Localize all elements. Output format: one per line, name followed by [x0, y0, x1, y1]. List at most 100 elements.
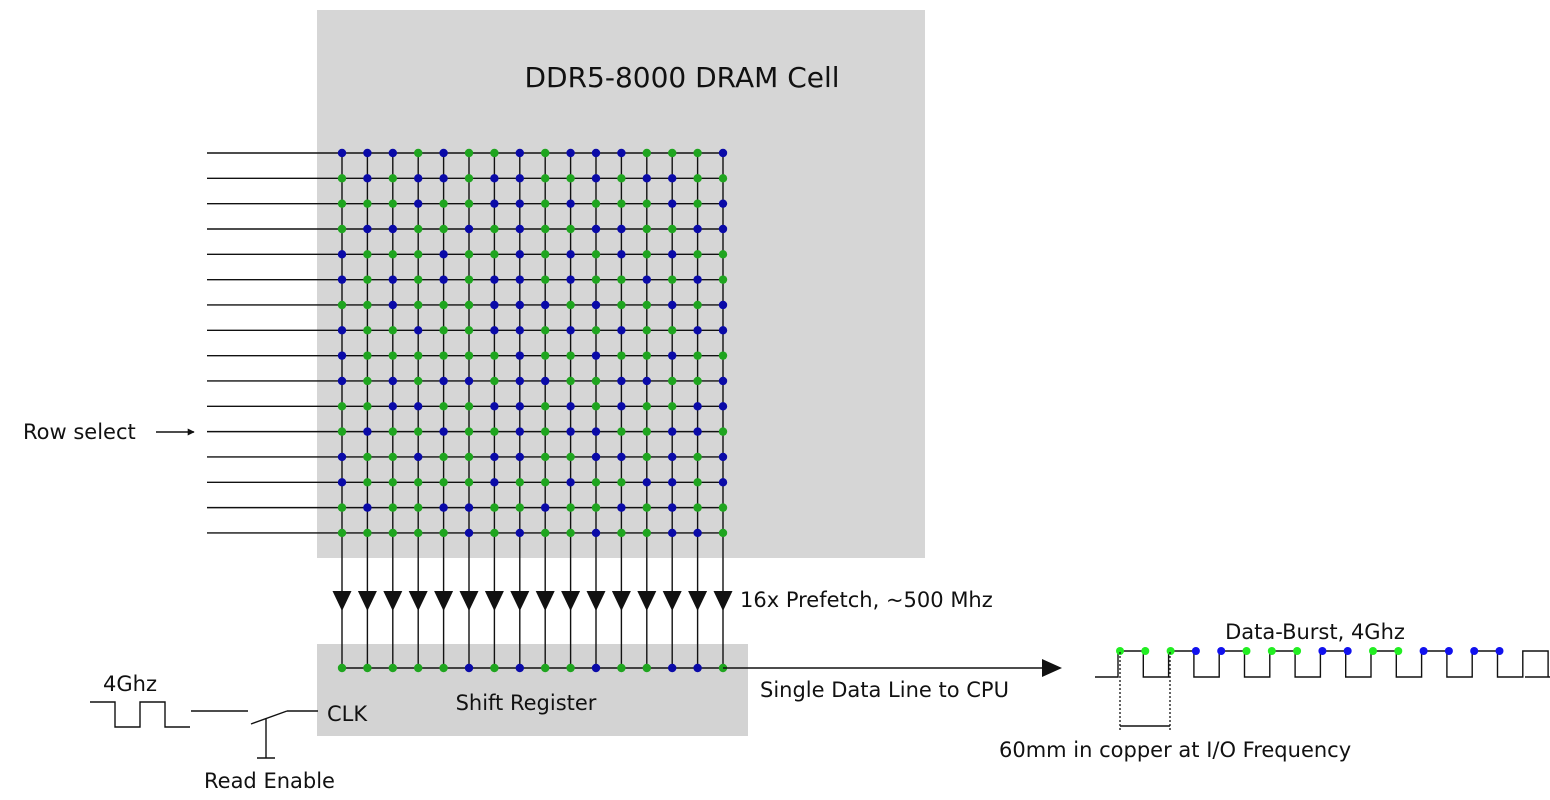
memory-cell: [464, 528, 474, 538]
memory-cell: [591, 199, 601, 208]
burst-bit: [1470, 647, 1479, 655]
prefetch-arrow: [662, 591, 682, 611]
memory-cell: [718, 351, 728, 360]
memory-cell: [566, 224, 575, 234]
memory-cell: [541, 224, 550, 234]
shift-register-bit: [515, 663, 524, 673]
prefetch-arrow: [535, 591, 555, 611]
memory-cell: [439, 376, 448, 386]
memory-cell: [591, 376, 601, 386]
prefetch-arrow: [383, 591, 403, 611]
memory-cell: [414, 275, 423, 284]
clk-label: CLK: [327, 702, 368, 726]
memory-cell: [591, 300, 601, 310]
memory-cell: [693, 478, 702, 487]
memory-cell: [693, 402, 702, 411]
memory-cell: [591, 174, 601, 183]
memory-cell: [642, 351, 651, 360]
memory-cell: [388, 224, 397, 234]
burst-bit: [1242, 647, 1251, 655]
memory-cell: [464, 376, 474, 386]
memory-cell: [515, 478, 524, 487]
memory-cell: [363, 250, 372, 259]
memory-cell: [591, 452, 601, 462]
burst-bit: [1369, 647, 1377, 655]
memory-cell: [515, 275, 524, 284]
memory-cell: [388, 275, 397, 284]
memory-cell: [388, 199, 397, 208]
burst-bit: [1293, 647, 1302, 655]
memory-cell: [515, 224, 524, 234]
memory-cell: [693, 452, 702, 462]
memory-cell: [617, 174, 626, 183]
memory-cell: [541, 478, 550, 487]
memory-cell: [566, 174, 575, 183]
memory-cell: [414, 300, 423, 310]
memory-cell: [388, 250, 397, 259]
memory-cell: [617, 199, 626, 208]
memory-cell: [515, 174, 524, 183]
memory-cell: [464, 427, 474, 436]
burst-bit: [1166, 647, 1175, 655]
memory-cell: [566, 528, 575, 538]
memory-cell: [591, 275, 601, 284]
memory-cell: [693, 427, 702, 436]
memory-cell: [668, 376, 677, 386]
burst-bit: [1444, 647, 1453, 655]
shift-register-bit: [566, 663, 575, 673]
burst-bit: [1318, 647, 1327, 655]
memory-cell: [718, 478, 728, 487]
memory-cell: [388, 376, 397, 386]
memory-cell: [617, 528, 626, 538]
memory-cell: [439, 351, 448, 360]
memory-cell: [439, 148, 448, 158]
memory-cell: [490, 503, 499, 512]
memory-cell: [566, 326, 575, 335]
memory-cell: [718, 300, 728, 310]
memory-cell: [617, 452, 626, 462]
memory-cell: [617, 275, 626, 284]
memory-cell: [617, 224, 626, 234]
memory-cell: [718, 452, 728, 462]
memory-cell: [490, 199, 499, 208]
memory-cell: [591, 148, 601, 158]
memory-cell: [490, 275, 499, 284]
burst-bit: [1419, 647, 1428, 655]
prefetch-arrow: [510, 591, 530, 611]
memory-cell: [591, 351, 601, 360]
memory-cell: [541, 250, 550, 259]
shift-register-bit: [388, 663, 397, 673]
memory-cell: [414, 503, 423, 512]
memory-cell: [439, 478, 448, 487]
memory-cell: [642, 326, 651, 335]
memory-cell: [541, 174, 550, 183]
memory-cell: [718, 528, 728, 538]
memory-cell: [414, 224, 423, 234]
memory-cell: [363, 199, 372, 208]
memory-cell: [515, 148, 524, 158]
burst-bit: [1217, 647, 1226, 655]
memory-cell: [566, 275, 575, 284]
memory-cell: [363, 402, 372, 411]
memory-cell: [337, 503, 347, 512]
memory-cell: [388, 478, 397, 487]
memory-cell: [668, 250, 677, 259]
memory-cell: [591, 224, 601, 234]
memory-cell: [642, 402, 651, 411]
memory-cell: [668, 427, 677, 436]
prefetch-label: 16x Prefetch, ~500 Mhz: [740, 588, 993, 612]
memory-cell: [515, 250, 524, 259]
memory-cell: [490, 224, 499, 234]
memory-cell: [642, 148, 651, 158]
shift-register-bit: [439, 663, 448, 673]
memory-cell: [464, 250, 474, 259]
memory-cell: [464, 326, 474, 335]
burst-bit: [1394, 647, 1403, 655]
memory-cell: [591, 528, 601, 538]
burst-bit: [1141, 647, 1150, 655]
clock-waveform: [90, 701, 190, 728]
memory-cell: [363, 427, 372, 436]
memory-cell: [668, 275, 677, 284]
memory-cell: [566, 351, 575, 360]
memory-cell: [693, 148, 702, 158]
